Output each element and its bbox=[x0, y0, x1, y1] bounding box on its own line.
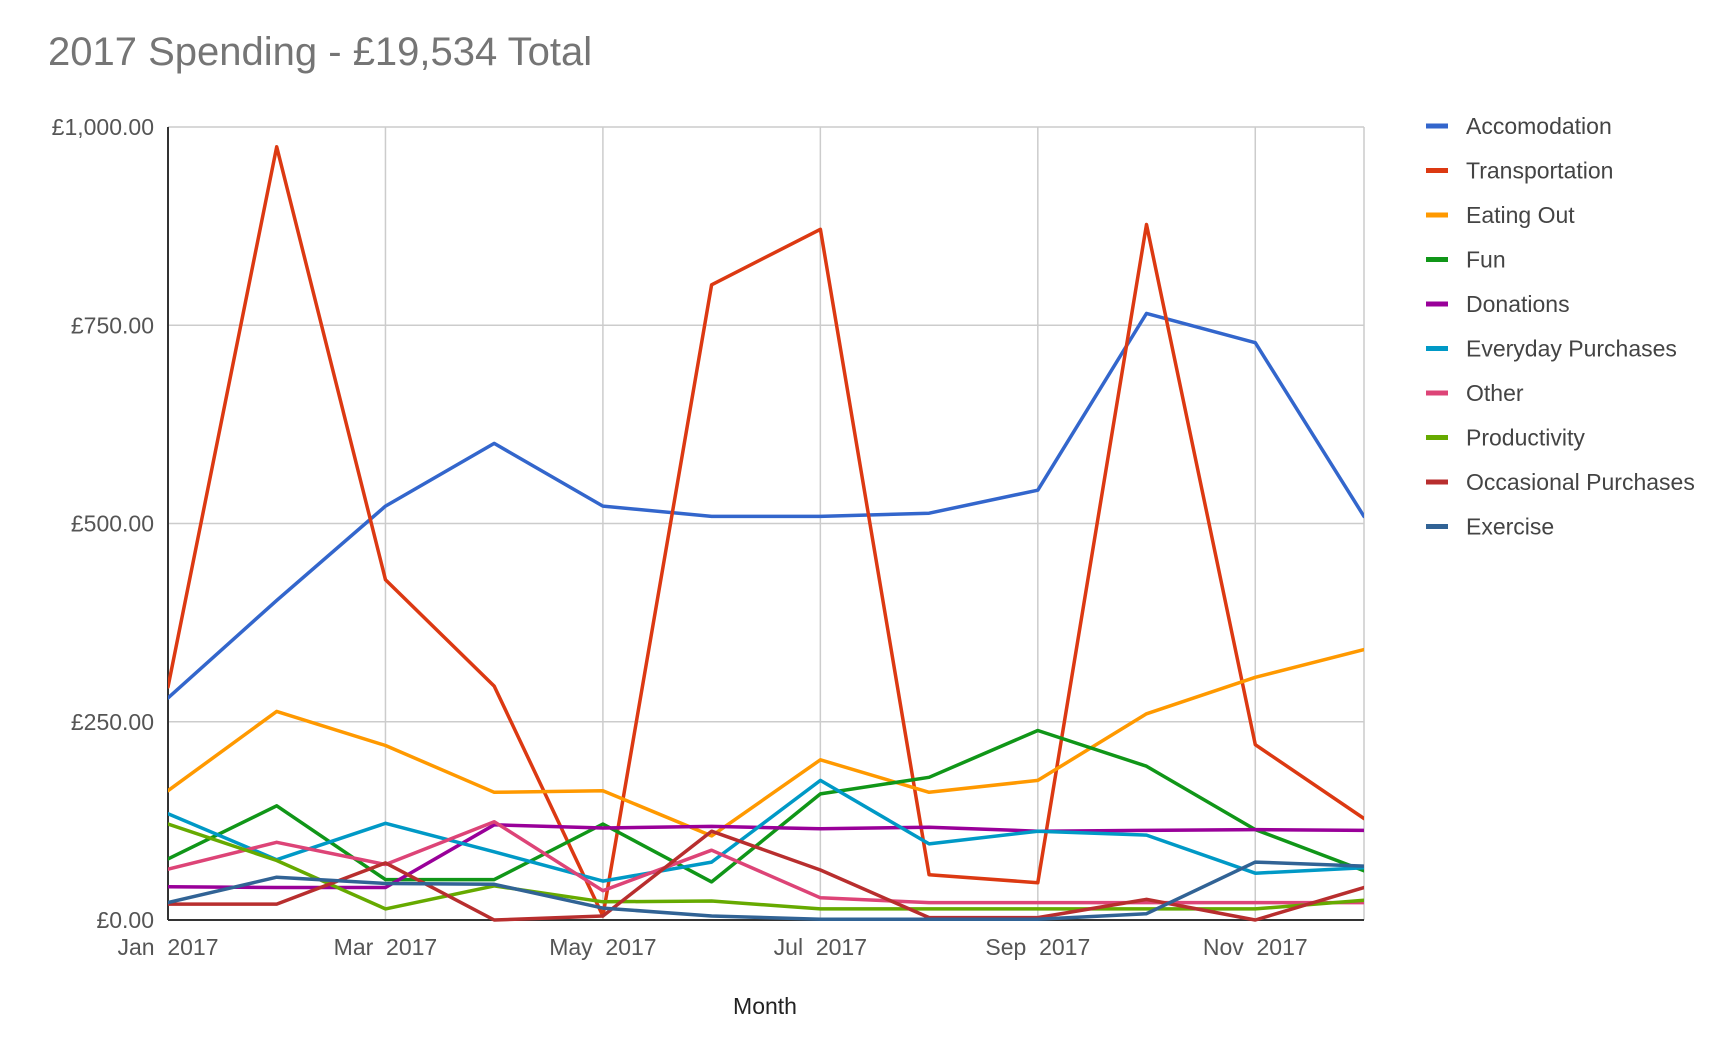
legend-item-donations[interactable]: Donations bbox=[1426, 291, 1570, 317]
x-tick-label: Mar 2017 bbox=[334, 934, 438, 960]
x-axis-title: Month bbox=[733, 993, 797, 1019]
series-layer bbox=[168, 145, 1364, 922]
legend-label: Other bbox=[1466, 380, 1524, 406]
legend-label: Occasional Purchases bbox=[1466, 469, 1695, 495]
legend-label: Exercise bbox=[1466, 514, 1554, 540]
series-line-transportation bbox=[168, 145, 1364, 918]
legend-label: Eating Out bbox=[1466, 202, 1575, 228]
legend-item-transportation[interactable]: Transportation bbox=[1426, 158, 1613, 184]
y-tick-label: £750.00 bbox=[71, 312, 154, 338]
y-tick-label: £1,000.00 bbox=[52, 114, 154, 140]
series-line-occasional-purchases bbox=[168, 829, 1364, 922]
legend-label: Donations bbox=[1466, 291, 1570, 317]
legend-item-occasional-purchases[interactable]: Occasional Purchases bbox=[1426, 469, 1695, 495]
series-line-donations bbox=[168, 823, 1364, 890]
legend-item-accomodation[interactable]: Accomodation bbox=[1426, 113, 1612, 139]
legend-label: Fun bbox=[1466, 247, 1506, 273]
series-line-everyday-purchases bbox=[168, 778, 1364, 883]
legend-item-eating-out[interactable]: Eating Out bbox=[1426, 202, 1575, 228]
legend-label: Everyday Purchases bbox=[1466, 336, 1677, 362]
series-line-fun bbox=[168, 728, 1364, 884]
legend-label: Accomodation bbox=[1466, 113, 1612, 139]
legend-item-everyday-purchases[interactable]: Everyday Purchases bbox=[1426, 336, 1677, 362]
legend-label: Productivity bbox=[1466, 425, 1585, 451]
y-tick-label: £500.00 bbox=[71, 511, 154, 537]
series-line-accomodation bbox=[168, 311, 1364, 700]
x-tick-label: Jul 2017 bbox=[774, 934, 867, 960]
series-line-eating-out bbox=[168, 647, 1364, 838]
axis-layer: £0.00 £250.00 £500.00 £750.00 £1,000.00 Jan 2… bbox=[52, 114, 1364, 960]
x-tick-label: Jan 2017 bbox=[117, 934, 218, 960]
x-tick-label: Nov 2017 bbox=[1203, 934, 1308, 960]
legend[interactable]: Accomodation Transportation Eating Out Fun D… bbox=[1426, 113, 1695, 540]
series-line-productivity bbox=[168, 822, 1364, 911]
legend-item-productivity[interactable]: Productivity bbox=[1426, 425, 1585, 451]
x-tick-label: May 2017 bbox=[549, 934, 656, 960]
chart-title: 2017 Spending - £19,534 Total bbox=[48, 30, 593, 74]
legend-label: Transportation bbox=[1466, 158, 1613, 184]
grid-layer bbox=[168, 126, 1365, 920]
y-tick-label: £0.00 bbox=[96, 907, 154, 933]
legend-item-other[interactable]: Other bbox=[1426, 380, 1524, 406]
x-tick-label: Sep 2017 bbox=[985, 934, 1090, 960]
legend-item-exercise[interactable]: Exercise bbox=[1426, 514, 1554, 540]
series-line-exercise bbox=[168, 860, 1364, 921]
y-tick-label: £250.00 bbox=[71, 709, 154, 735]
legend-item-fun[interactable]: Fun bbox=[1426, 247, 1506, 273]
